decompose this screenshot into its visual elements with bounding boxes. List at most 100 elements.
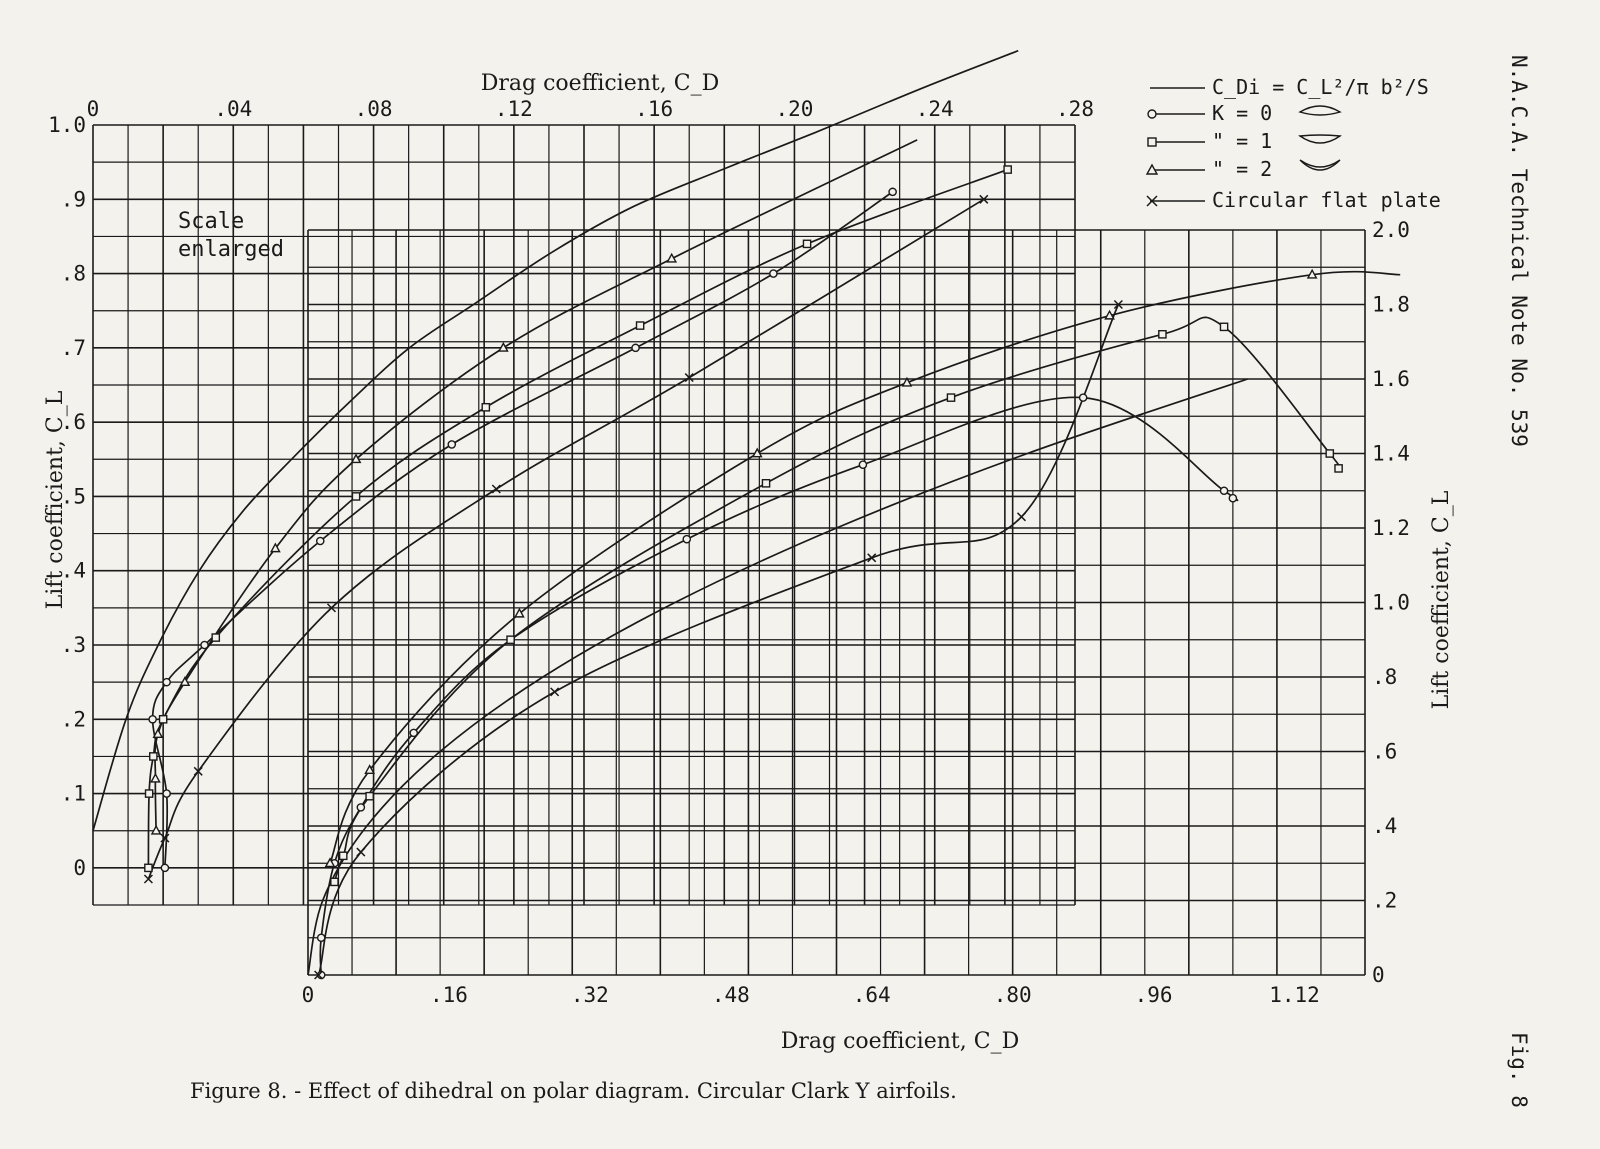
enlarged-series-2-point bbox=[802, 239, 812, 249]
enlarged-series-2-point bbox=[144, 789, 154, 798]
enlarged-series-1-point bbox=[162, 677, 171, 687]
chart-grid bbox=[92, 124, 1366, 976]
right-y-tick-label: 1.0 bbox=[1372, 591, 1410, 615]
full-series-3-point bbox=[1306, 268, 1318, 279]
figure-caption: Figure 8. - Effect of dihedral on polar … bbox=[190, 1079, 957, 1103]
right-y-tick-label: .4 bbox=[1372, 814, 1397, 838]
legend: C_Di = C_L²/π b²/S K = 0 " = 1 " = 2 Cir… bbox=[1145, 75, 1441, 212]
left-y-axis-title: Lift coefficient, C_L bbox=[43, 390, 68, 609]
bottom-x-tick-label: 1.12 bbox=[1269, 983, 1320, 1007]
enlarged-series-1-point bbox=[160, 863, 170, 873]
full-series-2-point bbox=[946, 393, 956, 402]
full-series-2-point bbox=[761, 479, 771, 488]
full-series-3-point bbox=[514, 607, 525, 618]
bottom-x-tick-label: .96 bbox=[1135, 983, 1173, 1007]
left-y-tick-label: .2 bbox=[61, 707, 86, 731]
full-series-4-point bbox=[1016, 512, 1027, 522]
legend-k1-label: " = 1 bbox=[1212, 129, 1272, 153]
left-y-tick-label: .7 bbox=[61, 336, 86, 360]
full-series-3-point bbox=[751, 447, 763, 458]
enlarged-series-1-point bbox=[162, 789, 171, 798]
full-series-1-point bbox=[1219, 486, 1229, 496]
enlarged-series-3-point bbox=[497, 341, 509, 352]
full-series-1-point bbox=[858, 460, 868, 469]
enlarged-series-4-point bbox=[193, 766, 203, 776]
right-y-axis-title: Lift coefficient, C_L bbox=[1429, 490, 1454, 709]
full-series-2-point bbox=[1158, 330, 1167, 339]
full-series-2-point bbox=[1325, 449, 1335, 458]
right-y-tick-label: 2.0 bbox=[1372, 218, 1410, 242]
legend-k2-label: " = 2 bbox=[1212, 157, 1272, 181]
enlarged-series-4-point bbox=[684, 373, 694, 383]
enlarged-series-line-1 bbox=[151, 191, 894, 868]
top-x-tick-label: .04 bbox=[214, 97, 252, 121]
top-x-tick-label: .16 bbox=[635, 97, 673, 121]
airfoil-dihedral1-icon bbox=[1298, 134, 1342, 144]
scale-note-line1: Scale bbox=[178, 209, 244, 234]
full-series-2-point bbox=[338, 851, 348, 861]
full-series-1-point bbox=[1078, 393, 1088, 402]
technical-note-label: N.A.C.A. Technical Note No. 539 bbox=[1507, 55, 1531, 447]
left-y-tick-label: .5 bbox=[61, 484, 86, 508]
full-series-4-point bbox=[356, 847, 366, 857]
full-series-4-point bbox=[867, 553, 877, 563]
figure-number-label: Fig. 8 bbox=[1507, 1032, 1531, 1108]
bottom-x-tick-label: .32 bbox=[571, 983, 609, 1007]
enlarged-series-3-point bbox=[179, 676, 191, 687]
enlarged-series-3-point bbox=[150, 772, 161, 783]
enlarged-series-4-point bbox=[491, 484, 501, 494]
chart-tick-labels: 0.04.08.12.16.20.24.280.1.2.3.4.5.6.7.8.… bbox=[48, 97, 1410, 1007]
full-series-3-point bbox=[901, 376, 913, 387]
left-y-tick-label: 0 bbox=[73, 856, 86, 880]
full-series-3-point bbox=[1104, 309, 1115, 320]
legend-flat-marker bbox=[1146, 195, 1158, 207]
airfoil-dihedral2-icon bbox=[1299, 159, 1341, 171]
legend-k0-marker bbox=[1147, 109, 1157, 119]
full-series-4-point bbox=[550, 687, 560, 697]
top-x-tick-label: .24 bbox=[916, 97, 954, 121]
enlarged-series-2-point bbox=[144, 863, 153, 873]
full-series-line-3 bbox=[329, 270, 1401, 864]
enlarged-series-1-point bbox=[148, 714, 157, 724]
bottom-x-tick-label: .64 bbox=[853, 983, 891, 1007]
enlarged-series-2-point bbox=[211, 633, 221, 642]
full-series-1-point bbox=[356, 803, 366, 812]
enlarged-series-1-point bbox=[769, 269, 778, 278]
left-y-tick-label: 1.0 bbox=[48, 113, 86, 137]
right-y-tick-label: 1.4 bbox=[1372, 442, 1410, 466]
airfoil-flat-icon bbox=[1298, 105, 1342, 116]
enlarged-series-line-0 bbox=[92, 49, 1019, 831]
right-y-tick-label: 1.2 bbox=[1372, 516, 1410, 540]
full-series-2-point bbox=[506, 635, 515, 645]
top-x-tick-label: .20 bbox=[775, 97, 813, 121]
chart-markers bbox=[143, 165, 1343, 980]
full-series-2-point bbox=[365, 791, 374, 801]
full-series-3-point bbox=[364, 764, 376, 775]
enlarged-series-4-point bbox=[326, 603, 337, 613]
enlarged-series-2-point bbox=[481, 402, 491, 412]
enlarged-series-1-point bbox=[888, 187, 897, 197]
left-y-tick-label: .4 bbox=[61, 559, 86, 583]
full-series-1-point bbox=[409, 728, 419, 738]
right-y-tick-label: .6 bbox=[1372, 740, 1397, 764]
right-y-tick-label: .8 bbox=[1372, 665, 1397, 689]
full-series-4-point bbox=[314, 970, 324, 980]
left-y-tick-label: .1 bbox=[61, 782, 86, 806]
full-series-line-0 bbox=[307, 378, 1248, 976]
top-x-tick-label: .12 bbox=[495, 97, 533, 121]
full-series-1-point bbox=[316, 933, 326, 943]
right-y-tick-label: 0 bbox=[1372, 963, 1385, 987]
legend-induced-label: C_Di = C_L²/π b²/S bbox=[1212, 75, 1429, 99]
left-y-tick-label: .6 bbox=[61, 410, 86, 434]
enlarged-series-3-point bbox=[150, 824, 162, 835]
full-series-1-point bbox=[682, 534, 692, 544]
full-series-1-point bbox=[1228, 493, 1238, 503]
enlarged-series-3-point bbox=[350, 453, 362, 464]
enlarged-series-1-point bbox=[200, 640, 209, 650]
legend-k0-label: K = 0 bbox=[1212, 101, 1272, 125]
enlarged-series-1-point bbox=[631, 343, 640, 353]
right-y-tick-label: 1.8 bbox=[1372, 293, 1410, 317]
enlarged-series-line-4 bbox=[147, 198, 985, 880]
